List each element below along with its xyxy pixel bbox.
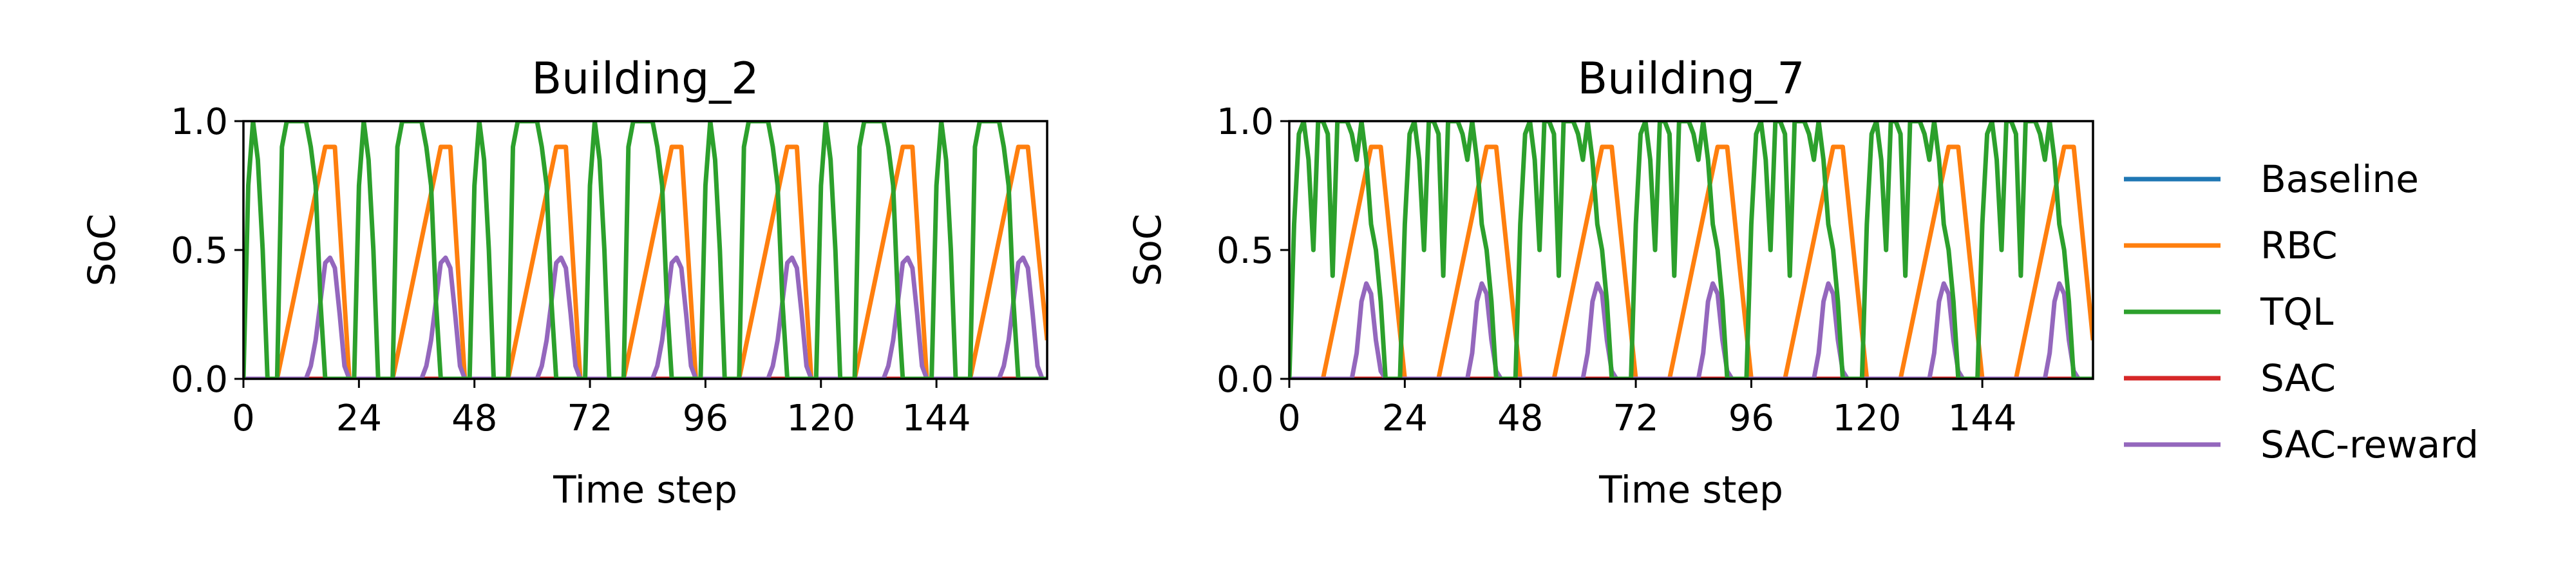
y-tick-label: 0.5 — [1217, 230, 1274, 272]
y-axis-label: SoC — [1126, 214, 1170, 287]
y-tick-label: 0.5 — [171, 230, 228, 272]
x-tick-label: 144 — [902, 398, 971, 439]
data-lines — [1289, 121, 2093, 379]
x-tick-label: 72 — [1613, 398, 1658, 439]
series-line-rbc — [1289, 144, 2093, 379]
x-tick-label: 144 — [1948, 398, 2017, 439]
legend-label: SAC-reward — [2260, 423, 2479, 466]
panel-building_2: 0 24 48 72 96 120 144 0.0 0.5 1.0 Time step SoC Buil… — [80, 53, 1048, 512]
series-line-tql — [243, 121, 1047, 379]
series-line-sac-reward — [243, 255, 1047, 379]
y-axis-label: SoC — [80, 214, 124, 287]
x-tick-label: 24 — [1382, 398, 1428, 439]
x-axis-label: Time step — [1598, 468, 1783, 512]
chart-title: Building_7 — [1577, 53, 1804, 104]
x-tick-label: 96 — [683, 398, 728, 439]
x-tick-label: 120 — [786, 398, 855, 439]
y-tick-label: 1.0 — [171, 101, 228, 143]
x-tick-label: 48 — [451, 398, 497, 439]
panel-building_7: 0 24 48 72 96 120 144 0.0 0.5 1.0 Time step SoC Buil… — [1126, 53, 2094, 512]
series-line-rbc — [243, 144, 1047, 379]
x-tick-label: 0 — [1278, 398, 1301, 439]
x-tick-label: 48 — [1497, 398, 1543, 439]
x-tick-label: 72 — [567, 398, 612, 439]
x-tick-label: 96 — [1728, 398, 1774, 439]
y-tick-label: 0.0 — [171, 359, 228, 401]
legend-label: TQL — [2260, 290, 2333, 334]
x-axis-label: Time step — [553, 468, 737, 512]
x-tick-label: 24 — [336, 398, 382, 439]
y-tick-label: 0.0 — [1217, 359, 1274, 401]
series-line-sac-reward — [1289, 281, 2093, 379]
legend-label: RBC — [2260, 224, 2338, 267]
legend-label: Baseline — [2260, 157, 2419, 201]
legend: Baseline RBC TQL SAC SAC-reward — [2124, 157, 2479, 466]
data-lines — [243, 121, 1047, 379]
y-tick-label: 1.0 — [1217, 101, 1274, 143]
x-tick-label: 0 — [232, 398, 255, 439]
series-line-tql — [1289, 121, 2093, 379]
chart-title: Building_2 — [531, 53, 759, 104]
legend-label: SAC — [2260, 356, 2336, 400]
x-tick-label: 120 — [1832, 398, 1901, 439]
